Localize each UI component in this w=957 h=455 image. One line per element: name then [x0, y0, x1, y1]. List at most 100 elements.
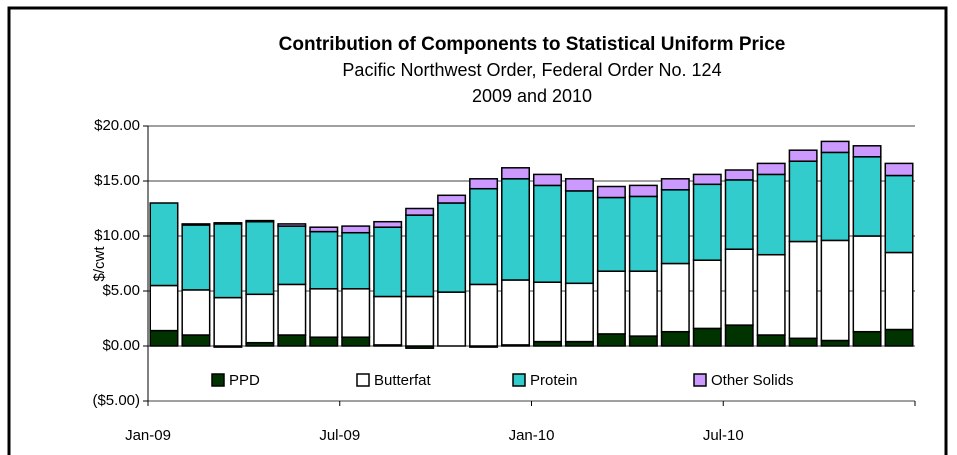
bar-segment — [596, 270, 626, 335]
bar-segment — [660, 189, 690, 265]
chart-subtitle: Pacific Northwest Order, Federal Order N… — [342, 60, 721, 80]
legend-label: Butterfat — [374, 372, 432, 389]
x-tick-label: Jul-09 — [319, 427, 360, 444]
bar-segment — [660, 330, 690, 347]
chart-subtitle: 2009 and 2010 — [472, 86, 592, 106]
bar-segment — [788, 160, 818, 243]
bar-segment — [213, 296, 243, 347]
bar-segment — [277, 225, 307, 286]
bar-segment — [437, 291, 467, 347]
bar-segment — [309, 226, 339, 233]
y-tick-label: $10.00 — [94, 227, 140, 244]
bar-segment — [341, 225, 371, 234]
bar-segment — [724, 179, 754, 250]
bar-segment — [277, 223, 307, 227]
bar-segment — [181, 334, 211, 347]
bar-segment — [756, 162, 786, 176]
bar-segment — [341, 231, 371, 290]
bar-segment — [564, 178, 594, 192]
bar-segment — [756, 173, 786, 256]
bar-segment — [341, 336, 371, 347]
y-tick-label: $5.00 — [102, 282, 140, 299]
bar-segment — [437, 194, 467, 204]
bar-segment — [820, 151, 850, 242]
bar-segment — [469, 178, 499, 190]
bar-segment — [852, 235, 882, 333]
bar-segment — [724, 324, 754, 347]
y-tick-label: $0.00 — [102, 337, 140, 354]
bar-segment — [149, 202, 179, 287]
bar-segment — [373, 295, 403, 346]
bar-segment — [596, 333, 626, 347]
bar-segment — [373, 226, 403, 298]
bar-segment — [596, 185, 626, 199]
bar-segment — [788, 149, 818, 162]
legend-swatch — [693, 373, 707, 387]
bar-segment — [852, 156, 882, 237]
bar-segment — [245, 219, 275, 223]
bar-segment — [628, 270, 658, 337]
bar-segment — [884, 162, 914, 177]
legend-label: Other Solids — [711, 372, 794, 389]
bar-segment — [469, 187, 499, 286]
bar-segment — [564, 190, 594, 285]
bar-segment — [692, 327, 722, 347]
bar-segment — [532, 173, 562, 187]
bar-segment — [884, 174, 914, 254]
bar-segment — [405, 214, 435, 298]
bar-segment — [596, 196, 626, 272]
bar-segment — [788, 337, 818, 347]
bar-segment — [181, 289, 211, 336]
bar-segment — [405, 207, 435, 216]
bar-segment — [788, 240, 818, 340]
legend-label: PPD — [229, 372, 260, 389]
bar-segment — [884, 251, 914, 331]
bar-segment — [181, 224, 211, 291]
bar-segment — [660, 178, 690, 191]
x-tick-label: Jan-09 — [125, 427, 171, 444]
bar-segment — [884, 328, 914, 347]
bar-segment — [149, 329, 179, 347]
bar-segment — [756, 334, 786, 347]
legend-label: Protein — [530, 372, 578, 389]
x-tick-label: Jul-10 — [703, 427, 744, 444]
y-tick-label: $15.00 — [94, 172, 140, 189]
bar-segment — [341, 288, 371, 338]
bar-segment — [820, 339, 850, 347]
bar-segment — [213, 223, 243, 299]
bar-segment — [692, 173, 722, 186]
bar-segment — [501, 167, 531, 180]
bar-segment — [501, 279, 531, 346]
y-tick-label: ($5.00) — [92, 392, 140, 409]
bar-segment — [852, 145, 882, 158]
bar-segment — [564, 282, 594, 343]
bar-segment — [277, 283, 307, 336]
x-tick-label: Jan-10 — [509, 427, 555, 444]
bar-segment — [437, 202, 467, 293]
bar-segment — [852, 330, 882, 347]
bar-segment — [373, 220, 403, 228]
bar-segment — [213, 222, 243, 225]
bar-segment — [660, 262, 690, 333]
y-axis-label: $/cwt — [91, 246, 108, 282]
legend-swatch — [211, 373, 225, 387]
bar-segment — [628, 184, 658, 198]
bar-segment — [628, 195, 658, 272]
bar-segment — [532, 281, 562, 343]
bar-segment — [501, 178, 531, 281]
bar-segment — [405, 295, 435, 347]
bar-segment — [692, 183, 722, 261]
bar-segment — [692, 259, 722, 330]
bar-segment — [756, 253, 786, 336]
bar-segment — [724, 248, 754, 326]
y-tick-label: $20.00 — [94, 117, 140, 134]
chart-title: Contribution of Components to Statistica… — [279, 34, 786, 55]
bar-segment — [469, 283, 499, 347]
bar-segment — [181, 223, 211, 226]
bar-segment — [628, 335, 658, 347]
legend-swatch — [356, 373, 370, 387]
bar-segment — [532, 184, 562, 283]
bar-segment — [724, 169, 754, 181]
bar-segment — [309, 336, 339, 347]
